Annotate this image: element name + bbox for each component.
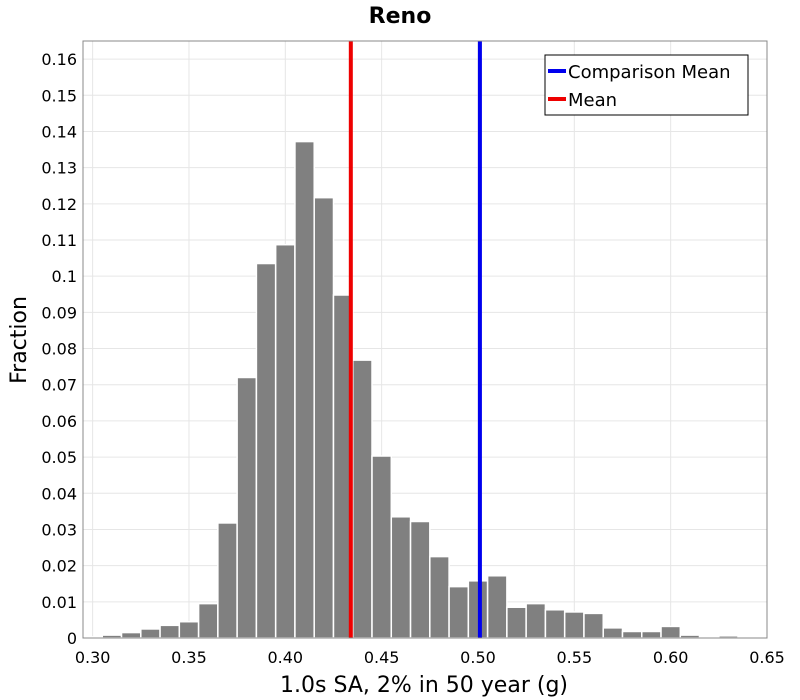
histogram-bar	[159, 624, 181, 639]
bars	[82, 140, 759, 639]
histogram-bar	[236, 376, 258, 639]
histogram-bar	[390, 516, 412, 639]
x-tick-label: 0.55	[557, 648, 593, 667]
histogram-bar	[274, 243, 296, 639]
histogram-bar	[448, 585, 470, 639]
x-tick-label: 0.30	[75, 648, 111, 667]
y-tick-label: 0.08	[41, 340, 77, 359]
histogram-bar	[429, 555, 450, 639]
x-axis-label: 1.0s SA, 2% in 50 year (g)	[280, 673, 568, 698]
legend-box	[544, 54, 749, 116]
x-tick-label: 0.50	[460, 648, 496, 667]
histogram-bar	[583, 612, 604, 639]
histogram-bar	[178, 620, 200, 639]
histogram-bar	[351, 359, 373, 639]
y-tick-label: 0.14	[41, 122, 77, 141]
x-tick-label: 0.45	[364, 648, 400, 667]
histogram-bar	[563, 611, 585, 639]
histogram-bar	[621, 630, 643, 639]
histogram-bar	[120, 631, 142, 639]
histogram-bar	[371, 455, 393, 639]
histogram-bar	[486, 575, 508, 639]
histogram-bar	[660, 625, 682, 639]
y-tick-label: 0.09	[41, 303, 77, 322]
histogram-bar	[525, 602, 547, 639]
histogram-bar	[544, 609, 566, 639]
y-tick-label: 0.1	[52, 267, 77, 286]
y-tick-label: 0.16	[41, 50, 77, 69]
histogram-bar	[409, 520, 431, 639]
y-axis-label: Fraction	[7, 296, 32, 384]
histogram-bar	[294, 140, 315, 639]
y-tick-label: 0.06	[41, 412, 77, 431]
plot-area	[82, 40, 768, 639]
x-tick-label: 0.65	[749, 648, 785, 667]
y-tick-label: 0.13	[41, 159, 77, 178]
y-tick-label: 0.05	[41, 448, 77, 467]
x-axis-ticks: 0.30 0.35 0.40 0.45 0.50 0.55 0.60 0.65	[75, 648, 785, 667]
y-axis-ticks: 0 0.01 0.02 0.03 0.04 0.05 0.06 0.07 0.08 0.09 0.1…	[41, 50, 77, 648]
legend: Comparison Mean Mean	[544, 54, 749, 116]
histogram-bar	[506, 606, 527, 639]
y-tick-label: 0.02	[41, 557, 77, 576]
x-tick-label: 0.60	[653, 648, 689, 667]
y-tick-label: 0.11	[41, 231, 77, 250]
x-tick-label: 0.35	[171, 648, 207, 667]
y-tick-label: 0.01	[41, 593, 77, 612]
chart-title: Reno	[369, 4, 432, 29]
histogram-bar	[217, 522, 238, 639]
legend-label-comparison-mean: Comparison Mean	[568, 62, 731, 83]
histogram-bar	[313, 196, 335, 639]
y-tick-label: 0.12	[41, 195, 77, 214]
histogram-bar	[602, 627, 624, 639]
histogram-bar	[197, 602, 219, 639]
histogram-bar	[641, 630, 662, 639]
y-tick-label: 0.04	[41, 484, 77, 503]
y-tick-label: 0.07	[41, 376, 77, 395]
histogram-bar	[255, 262, 277, 639]
y-tick-label: 0.03	[41, 520, 77, 539]
histogram-bar	[140, 628, 161, 639]
mean-lines	[348, 41, 482, 638]
legend-label-mean: Mean	[568, 90, 617, 111]
y-tick-label: 0	[67, 629, 77, 648]
x-tick-label: 0.40	[267, 648, 303, 667]
y-tick-label: 0.15	[41, 86, 77, 105]
